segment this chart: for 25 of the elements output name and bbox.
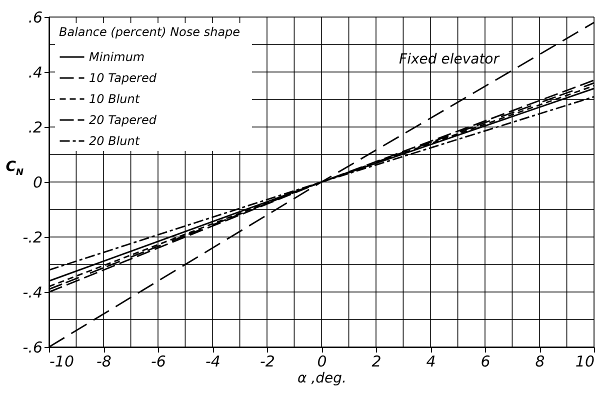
y-tick-label: -.2: [22, 228, 42, 246]
y-tick-label: -.6: [22, 338, 42, 356]
x-tick-label: 8: [535, 352, 545, 370]
legend-title: Balance (percent) Nose shape: [59, 25, 240, 39]
y-tick-label: .2: [28, 118, 42, 136]
legend-label: 10 Blunt: [89, 92, 141, 106]
x-tick-label: 10: [575, 352, 594, 370]
x-axis-title: α ,deg.: [298, 370, 346, 386]
y-tick-label: -.4: [22, 284, 42, 302]
x-tick-label: -8: [96, 352, 112, 370]
x-tick-label: -6: [151, 352, 166, 370]
y-tick-label: 0: [32, 174, 42, 192]
x-tick-label: -10: [50, 352, 74, 370]
legend-label: 20 Blunt: [89, 134, 141, 148]
x-tick-label: 0: [317, 352, 327, 370]
x-tick-label: -4: [206, 352, 220, 370]
x-tick-label: 6: [480, 352, 490, 370]
legend-label: Minimum: [89, 50, 145, 64]
x-tick-label: -2: [260, 352, 275, 370]
y-tick-label: .4: [28, 64, 42, 82]
x-tick-label: 4: [426, 352, 436, 370]
legend-label: 20 Tapered: [89, 113, 157, 127]
legend-label: 10 Tapered: [89, 71, 157, 85]
y-tick-label: .6: [28, 8, 42, 26]
x-tick-label: 2: [372, 352, 382, 370]
